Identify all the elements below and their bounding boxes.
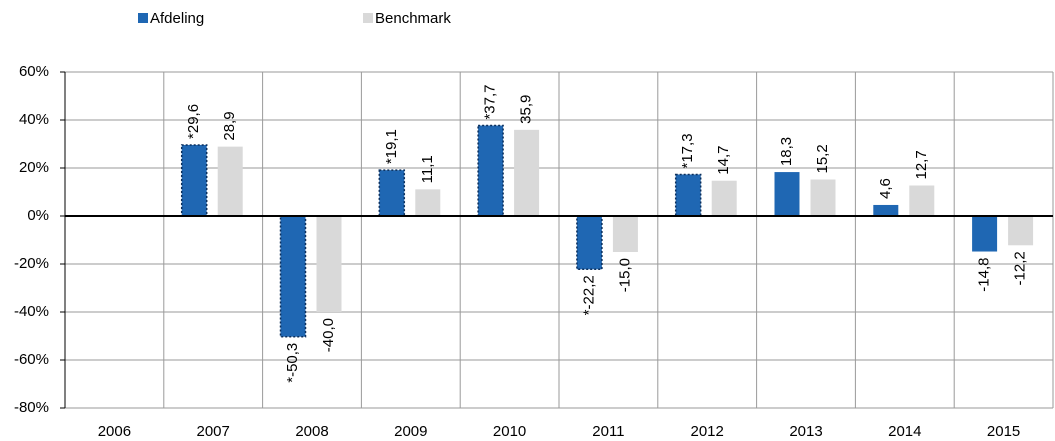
legend-swatch: [138, 13, 148, 23]
x-tick-label: 2015: [987, 423, 1020, 440]
value-label: *-50,3: [284, 343, 301, 383]
bar: [217, 146, 243, 216]
y-tick-label: 20%: [19, 159, 49, 176]
bar: [711, 180, 737, 216]
x-tick-label: 2012: [691, 423, 724, 440]
legend-label: Afdeling: [150, 10, 204, 27]
bar: [316, 216, 342, 312]
x-tick-label: 2009: [394, 423, 427, 440]
value-label: 12,7: [913, 150, 930, 179]
bar: [612, 216, 638, 252]
legend-label: Benchmark: [375, 10, 451, 27]
value-label: -12,2: [1012, 251, 1029, 285]
value-label: 14,7: [715, 146, 732, 175]
bar: [180, 144, 208, 217]
value-label: 11,1: [419, 155, 436, 183]
x-tick-label: 2007: [197, 423, 230, 440]
value-label: *17,3: [679, 133, 696, 168]
bar: [514, 129, 540, 216]
value-label: *29,6: [185, 104, 202, 139]
value-label: -40,0: [320, 318, 337, 352]
x-tick-label: 2008: [295, 423, 328, 440]
y-tick-label: 60%: [19, 63, 49, 80]
bar: [972, 216, 998, 252]
bar: [1008, 216, 1034, 246]
value-label: *19,1: [383, 129, 400, 164]
y-tick-label: -60%: [14, 351, 49, 368]
value-label: 28,9: [221, 111, 238, 140]
y-tick-label: 0%: [27, 207, 49, 224]
y-tick-label: -20%: [14, 255, 49, 272]
value-label: 4,6: [877, 178, 894, 199]
value-label: -14,8: [976, 258, 993, 292]
bar: [576, 215, 603, 271]
value-label: *-22,2: [580, 275, 597, 315]
bar: [674, 173, 702, 217]
value-label: -15,0: [616, 258, 633, 292]
x-tick-label: 2011: [592, 423, 624, 440]
bar: [909, 185, 935, 216]
bar: [477, 124, 504, 217]
y-tick-label: 40%: [19, 111, 49, 128]
value-label: 35,9: [518, 95, 535, 124]
x-tick-label: 2014: [888, 423, 921, 440]
bar: [279, 215, 307, 338]
bar: [415, 189, 441, 216]
x-tick-label: 2006: [98, 423, 131, 440]
y-tick-label: -40%: [14, 303, 49, 320]
bar: [810, 179, 836, 216]
value-label: 18,3: [778, 137, 795, 166]
bar: [378, 169, 406, 217]
value-label: *37,7: [482, 84, 499, 119]
bar: [873, 204, 899, 216]
value-label: 15,2: [814, 144, 831, 173]
x-tick-label: 2010: [493, 423, 526, 440]
legend-swatch: [363, 13, 373, 23]
y-tick-label: -80%: [14, 399, 49, 416]
x-tick-label: 2013: [789, 423, 822, 440]
bar: [774, 172, 800, 216]
